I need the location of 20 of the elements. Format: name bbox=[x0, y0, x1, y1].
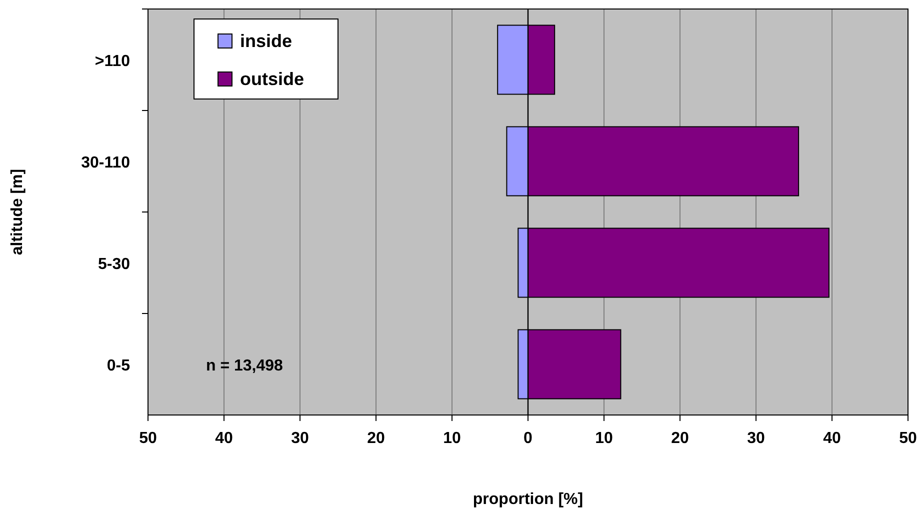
y-tick-label: 5-30 bbox=[98, 256, 130, 273]
y-axis-title: altitude [m] bbox=[9, 168, 26, 256]
x-tick-label: 30 bbox=[747, 430, 765, 447]
x-tick-label: 50 bbox=[899, 430, 917, 447]
x-tick-label: 30 bbox=[291, 430, 309, 447]
y-tick-label: 30-110 bbox=[81, 154, 130, 172]
legend-label: outside bbox=[240, 69, 304, 89]
x-tick-label: 0 bbox=[524, 430, 533, 447]
y-tick-label: 0-5 bbox=[106, 357, 130, 374]
x-tick-label: 50 bbox=[139, 430, 157, 447]
x-tick-label: 20 bbox=[671, 430, 689, 447]
legend-label: inside bbox=[240, 31, 292, 51]
annotation: n = 13,498 bbox=[206, 357, 284, 374]
x-tick-label: 40 bbox=[215, 430, 233, 447]
x-axis-title: proportion [%] bbox=[472, 491, 584, 508]
y-tick-label: >110 bbox=[94, 52, 130, 70]
x-tick-label: 10 bbox=[443, 430, 461, 447]
x-tick-label: 20 bbox=[367, 430, 385, 447]
x-tick-label: 10 bbox=[595, 430, 613, 447]
x-tick-label: 40 bbox=[823, 430, 841, 447]
